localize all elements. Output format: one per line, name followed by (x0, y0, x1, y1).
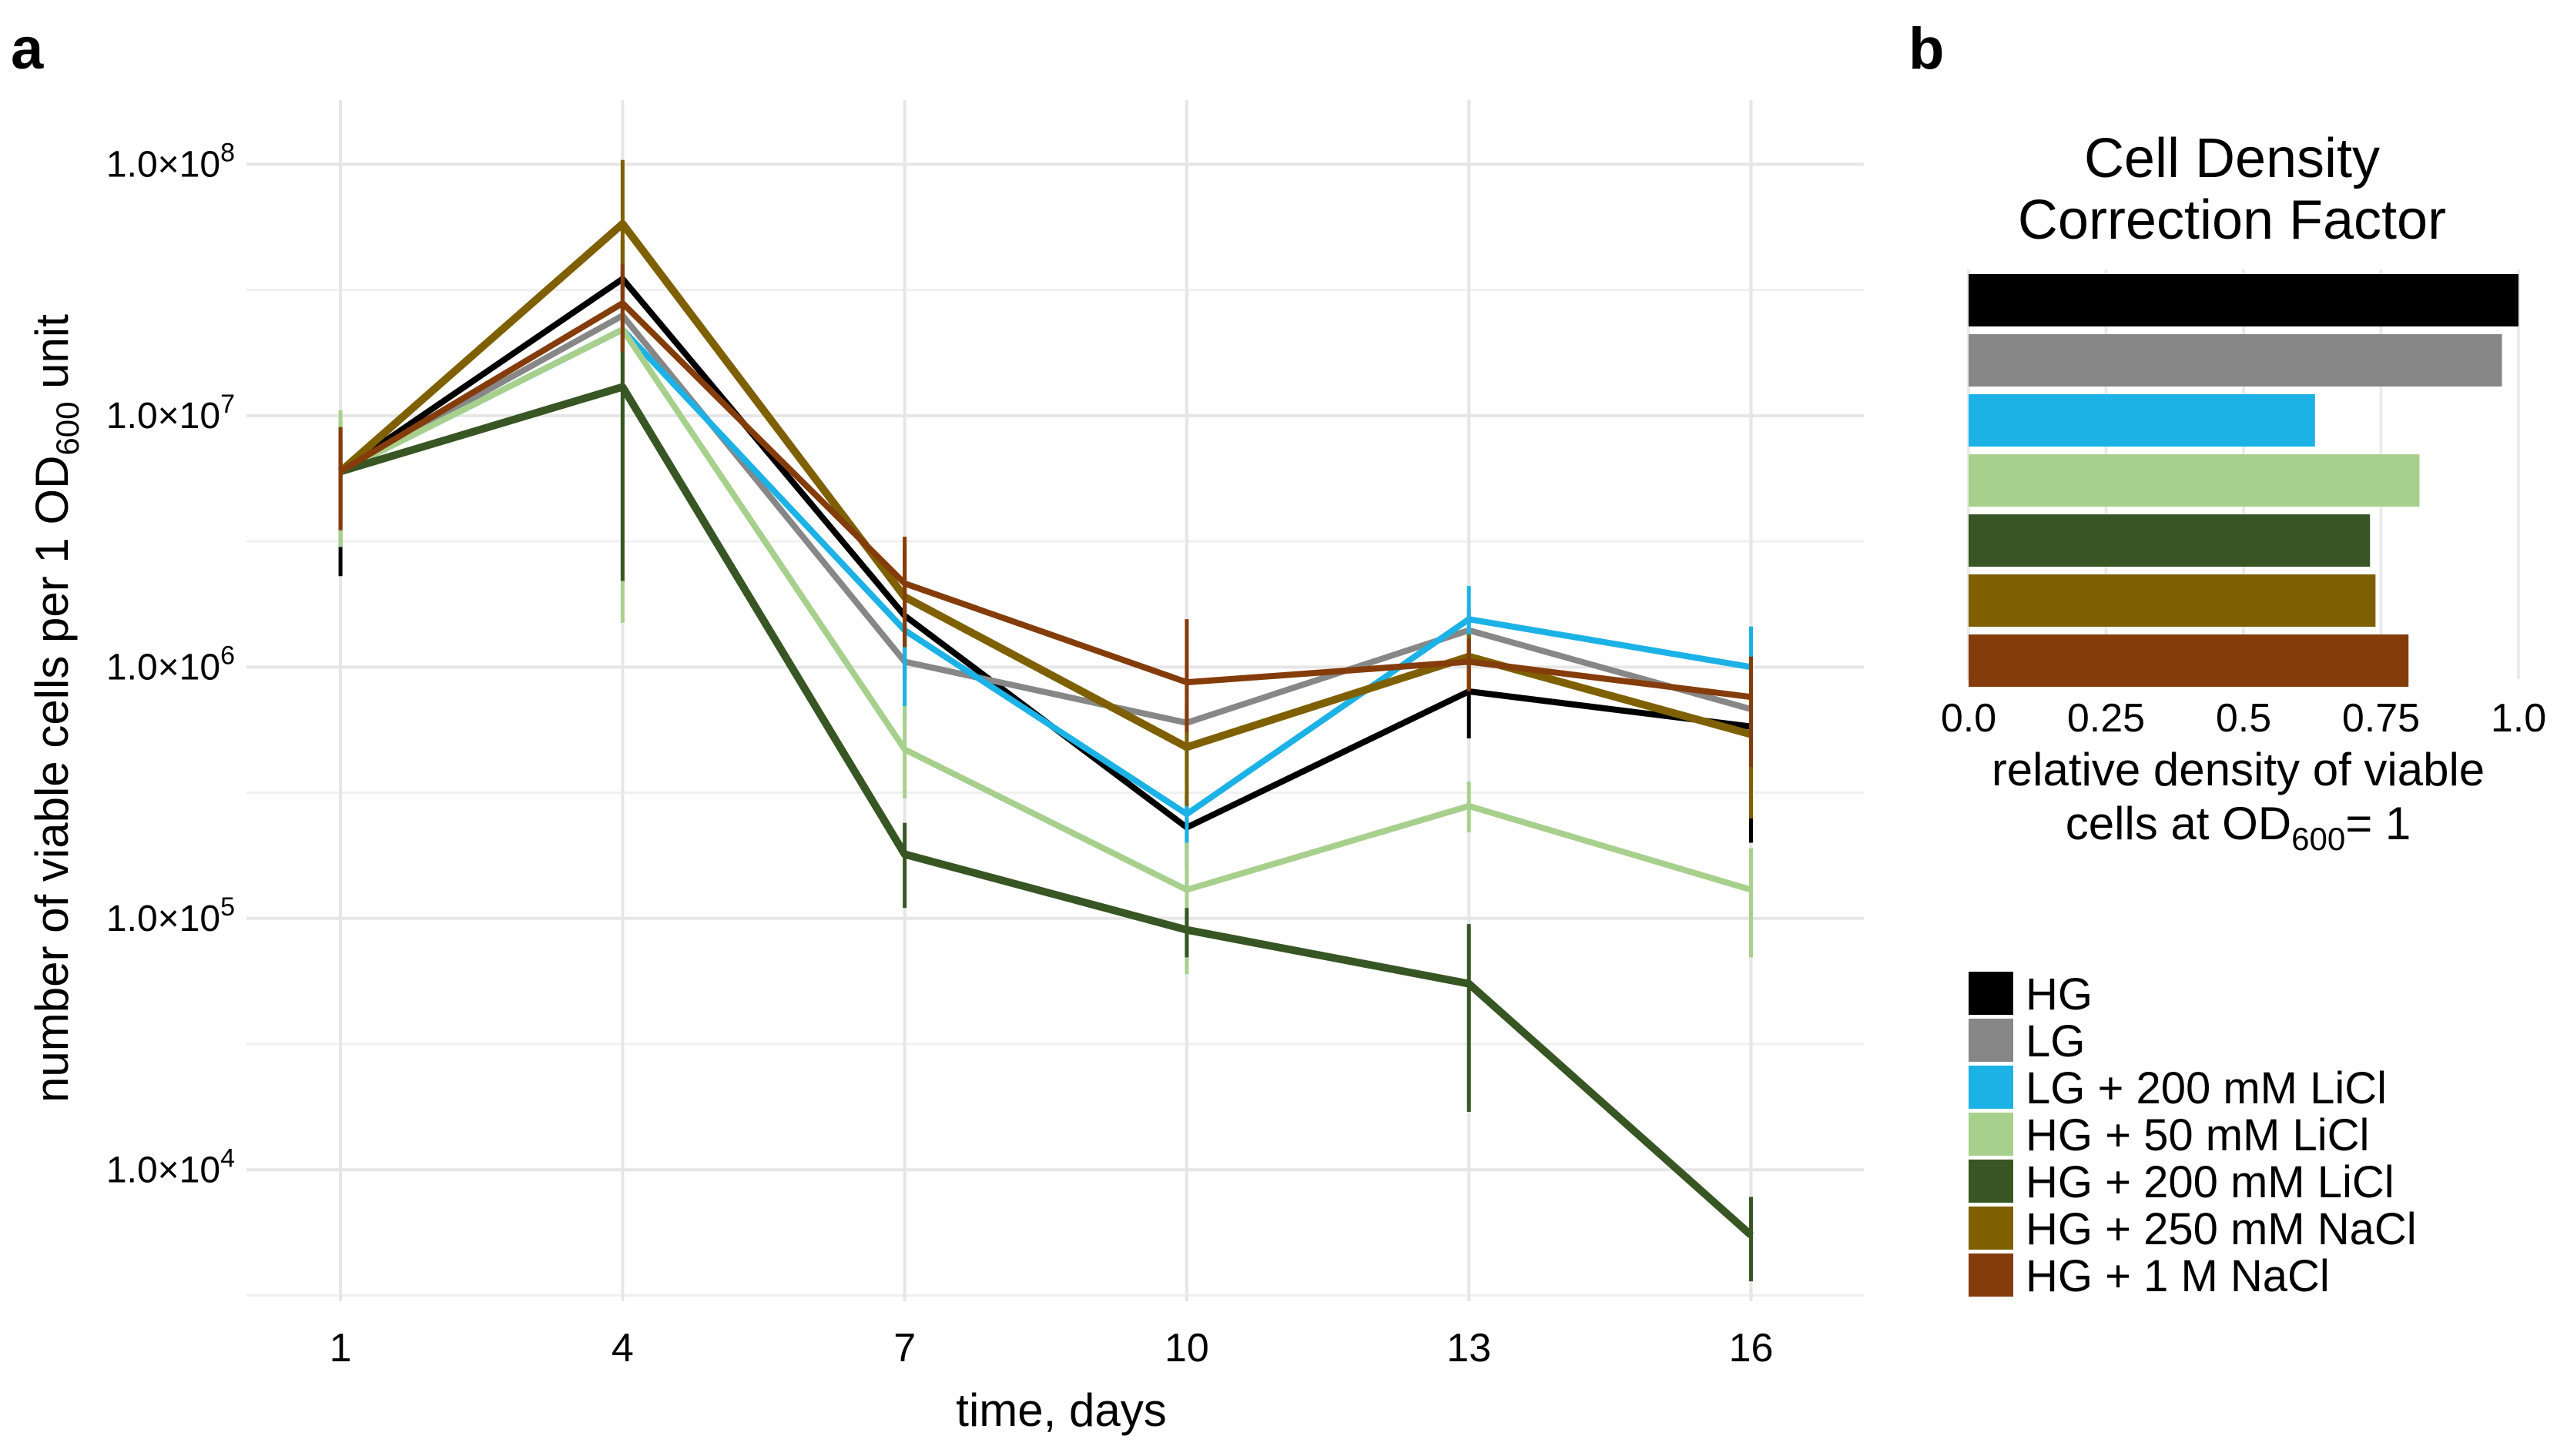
series-hg-1-m-nacl (338, 264, 1753, 768)
series-hg-200-mm-licl (338, 330, 1754, 1282)
legend-item: HG + 200 mM LiCl (1969, 1157, 2394, 1207)
legend-item: LG + 200 mM LiCl (1969, 1063, 2387, 1113)
series-lg-200-mm-licl (338, 296, 1753, 899)
legend-label: HG + 50 mM LiCl (2026, 1110, 2369, 1160)
y-tick-label: 1.0×104 (106, 1143, 235, 1190)
series-line (338, 276, 1751, 831)
series-hg (338, 239, 1753, 868)
data-point (1468, 982, 1470, 985)
series-line (339, 312, 1752, 726)
data-point (622, 302, 624, 304)
x-tick-label: 7 (893, 1326, 916, 1371)
data-point (903, 582, 906, 584)
bar-x-tick-label: 1.0 (2491, 696, 2546, 741)
legend-label: LG + 200 mM LiCl (2026, 1063, 2387, 1113)
bar-chart: 0.0 0.25 0.5 0.75 1.0 (1941, 269, 2546, 741)
y-tick-label: 1.0×105 (106, 892, 235, 939)
legend-swatch (1969, 1066, 2013, 1109)
data-point (903, 853, 906, 855)
bar-x-tick-label: 0.0 (1941, 696, 1996, 741)
legend-label: HG + 200 mM LiCl (2026, 1157, 2394, 1207)
y-tick-label: 1.0×108 (106, 138, 235, 185)
bar-hg-250-mm-nacl (1969, 574, 2376, 627)
series-line (339, 300, 1751, 701)
data-point (622, 386, 624, 388)
legend-swatch (1969, 972, 2013, 1015)
panel-a-label: a (11, 16, 44, 82)
x-tick-label: 1 (330, 1326, 352, 1371)
line-chart-axes: 1.0×104 1.0×105 1.0×106 1.0×107 1.0×108 1 4 7 10… (106, 138, 1773, 1371)
data-point (622, 223, 624, 225)
bar-x-tick-label: 0.75 (2342, 696, 2420, 741)
bar-chart-x-axis-title-line-2: cells at OD600= 1 (2066, 798, 2411, 857)
x-tick-label: 16 (1729, 1326, 1774, 1371)
legend-item: HG + 50 mM LiCl (1969, 1110, 2369, 1160)
y-tick-label: 1.0×106 (106, 641, 235, 688)
bar-hg-1-m-nacl (1969, 634, 2409, 687)
legend-label: HG (2026, 969, 2093, 1019)
legend-label: LG (2026, 1016, 2085, 1066)
data-point (1750, 889, 1752, 891)
legend-swatch (1969, 1207, 2013, 1250)
data-point (1468, 618, 1470, 621)
data-point (1185, 813, 1188, 815)
data-point (1750, 696, 1752, 698)
data-point (1468, 805, 1470, 807)
series-hg-50-mm-licl (338, 303, 1753, 975)
data-point (1185, 889, 1188, 891)
x-tick-label: 10 (1165, 1326, 1209, 1371)
legend-label: HG + 1 M NaCl (2026, 1251, 2330, 1301)
line-chart-series (337, 159, 1754, 1282)
data-point (340, 470, 342, 473)
legend-swatch (1969, 1160, 2013, 1203)
series-lg (338, 279, 1753, 818)
legend-item: HG + 1 M NaCl (1969, 1251, 2330, 1301)
bar-lg-200-mm-licl (1969, 394, 2315, 447)
data-point (1750, 1234, 1752, 1237)
bar-x-tick-label: 0.5 (2216, 696, 2271, 741)
series-line (339, 383, 1754, 1238)
legend-label: HG + 250 mM NaCl (2026, 1204, 2417, 1254)
x-tick-label: 4 (612, 1326, 634, 1371)
bar-chart-title-line-1: Cell Density (2084, 128, 2380, 189)
legend-item: HG + 250 mM NaCl (1969, 1204, 2417, 1254)
legend-swatch (1969, 1253, 2013, 1297)
panel-b-label: b (1909, 16, 1945, 82)
line-chart-y-axis-title: number of viable cells per 1 OD600 unit (26, 314, 85, 1103)
legend-swatch (1969, 1113, 2013, 1156)
y-tick-label: 1.0×107 (106, 390, 235, 437)
legend-swatch (1969, 1019, 2013, 1062)
legend-item: LG (1969, 1016, 2085, 1066)
data-point (903, 748, 906, 751)
bar-hg (1969, 274, 2518, 326)
data-point (1185, 746, 1188, 748)
legend-item: HG (1969, 969, 2093, 1019)
bar-lg (1969, 334, 2502, 387)
x-tick-label: 13 (1446, 1326, 1491, 1371)
bar-x-tick-label: 0.25 (2067, 696, 2145, 741)
series-line (339, 326, 1752, 893)
bar-chart-title-line-2: Correction Factor (2018, 189, 2446, 251)
bar-chart-x-axis-title-line-1: relative density of viable (1992, 744, 2485, 795)
bar-hg-50-mm-licl (1969, 454, 2420, 507)
bar-hg-200-mm-licl (1969, 514, 2371, 567)
data-point (1185, 929, 1188, 931)
data-point (1185, 681, 1188, 684)
series-line (339, 326, 1752, 818)
data-point (1468, 661, 1470, 663)
line-chart-x-axis-title: time, days (956, 1384, 1166, 1436)
